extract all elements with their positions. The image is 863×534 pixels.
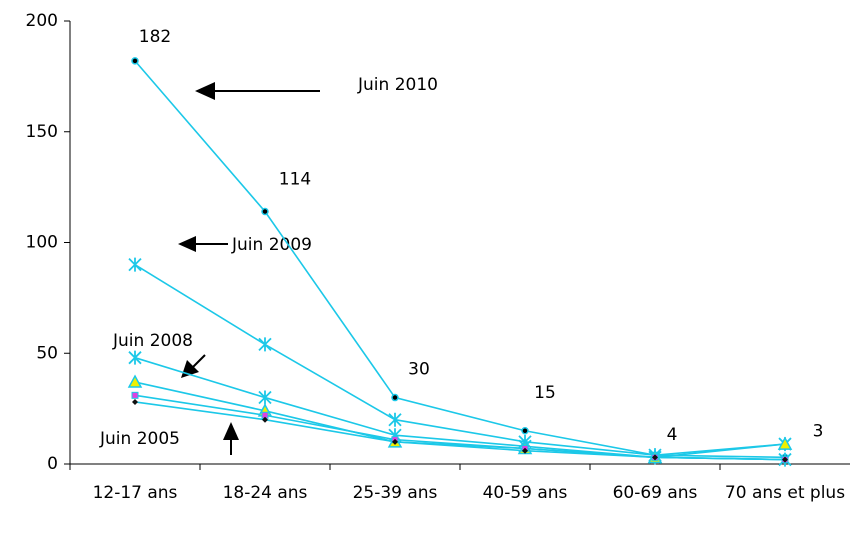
marker: [258, 390, 272, 405]
data-label: 3: [813, 421, 824, 441]
x-tick-label-box: 25-39 ans: [352, 483, 438, 503]
annotation-arrows: [178, 82, 320, 455]
x-tick-label: 40-59 ans: [482, 483, 568, 503]
x-tick-label: 70 ans et plus: [724, 483, 846, 503]
marker: [392, 438, 398, 445]
annotation: Juin 2010: [357, 75, 438, 95]
x-tick-label: 60-69 ans: [612, 483, 698, 503]
x-tick-label: 25-39 ans: [352, 483, 438, 503]
marker: [131, 57, 139, 65]
data-label: 114: [279, 169, 311, 189]
marker: [782, 456, 788, 463]
marker: [131, 391, 139, 399]
y-tick-label: 200: [26, 11, 58, 31]
y-tick-label: 150: [26, 122, 58, 142]
series-line: [134, 263, 786, 456]
marker: [261, 207, 269, 216]
marker: [127, 374, 143, 388]
x-tick-label: 12-17 ans: [92, 483, 178, 503]
x-tick-label-box: 18-24 ans: [222, 483, 308, 503]
annotation: Juin 2009: [231, 235, 312, 255]
marker: [262, 416, 268, 423]
x-tick-label-box: 12-17 ans: [92, 483, 178, 503]
y-tick-label: 100: [26, 233, 58, 253]
y-tick-label: 50: [36, 343, 58, 363]
data-label: 30: [408, 360, 430, 380]
marker: [522, 447, 528, 454]
marker: [128, 350, 142, 365]
series-line: [134, 60, 786, 459]
x-tick-label-box: 40-59 ans: [482, 483, 568, 503]
marker: [128, 257, 142, 272]
y-tick-label: 0: [47, 454, 58, 474]
data-label: 4: [667, 425, 678, 445]
annotation: Juin 2008: [112, 331, 193, 351]
x-tick-label-box: 60-69 ans: [612, 483, 698, 503]
annotation: Juin 2005: [99, 429, 180, 449]
data-label: 15: [534, 383, 556, 403]
x-tick-label-box: 70 ans et plus: [724, 483, 846, 503]
marker: [258, 337, 272, 352]
marker: [388, 412, 402, 427]
marker: [652, 454, 658, 461]
series-line: [134, 356, 786, 461]
marker: [391, 393, 399, 402]
x-tick-label: 18-24 ans: [222, 483, 308, 503]
marker: [521, 427, 529, 435]
marker: [132, 398, 138, 405]
marker: [777, 436, 793, 450]
data-label: 182: [139, 27, 171, 47]
